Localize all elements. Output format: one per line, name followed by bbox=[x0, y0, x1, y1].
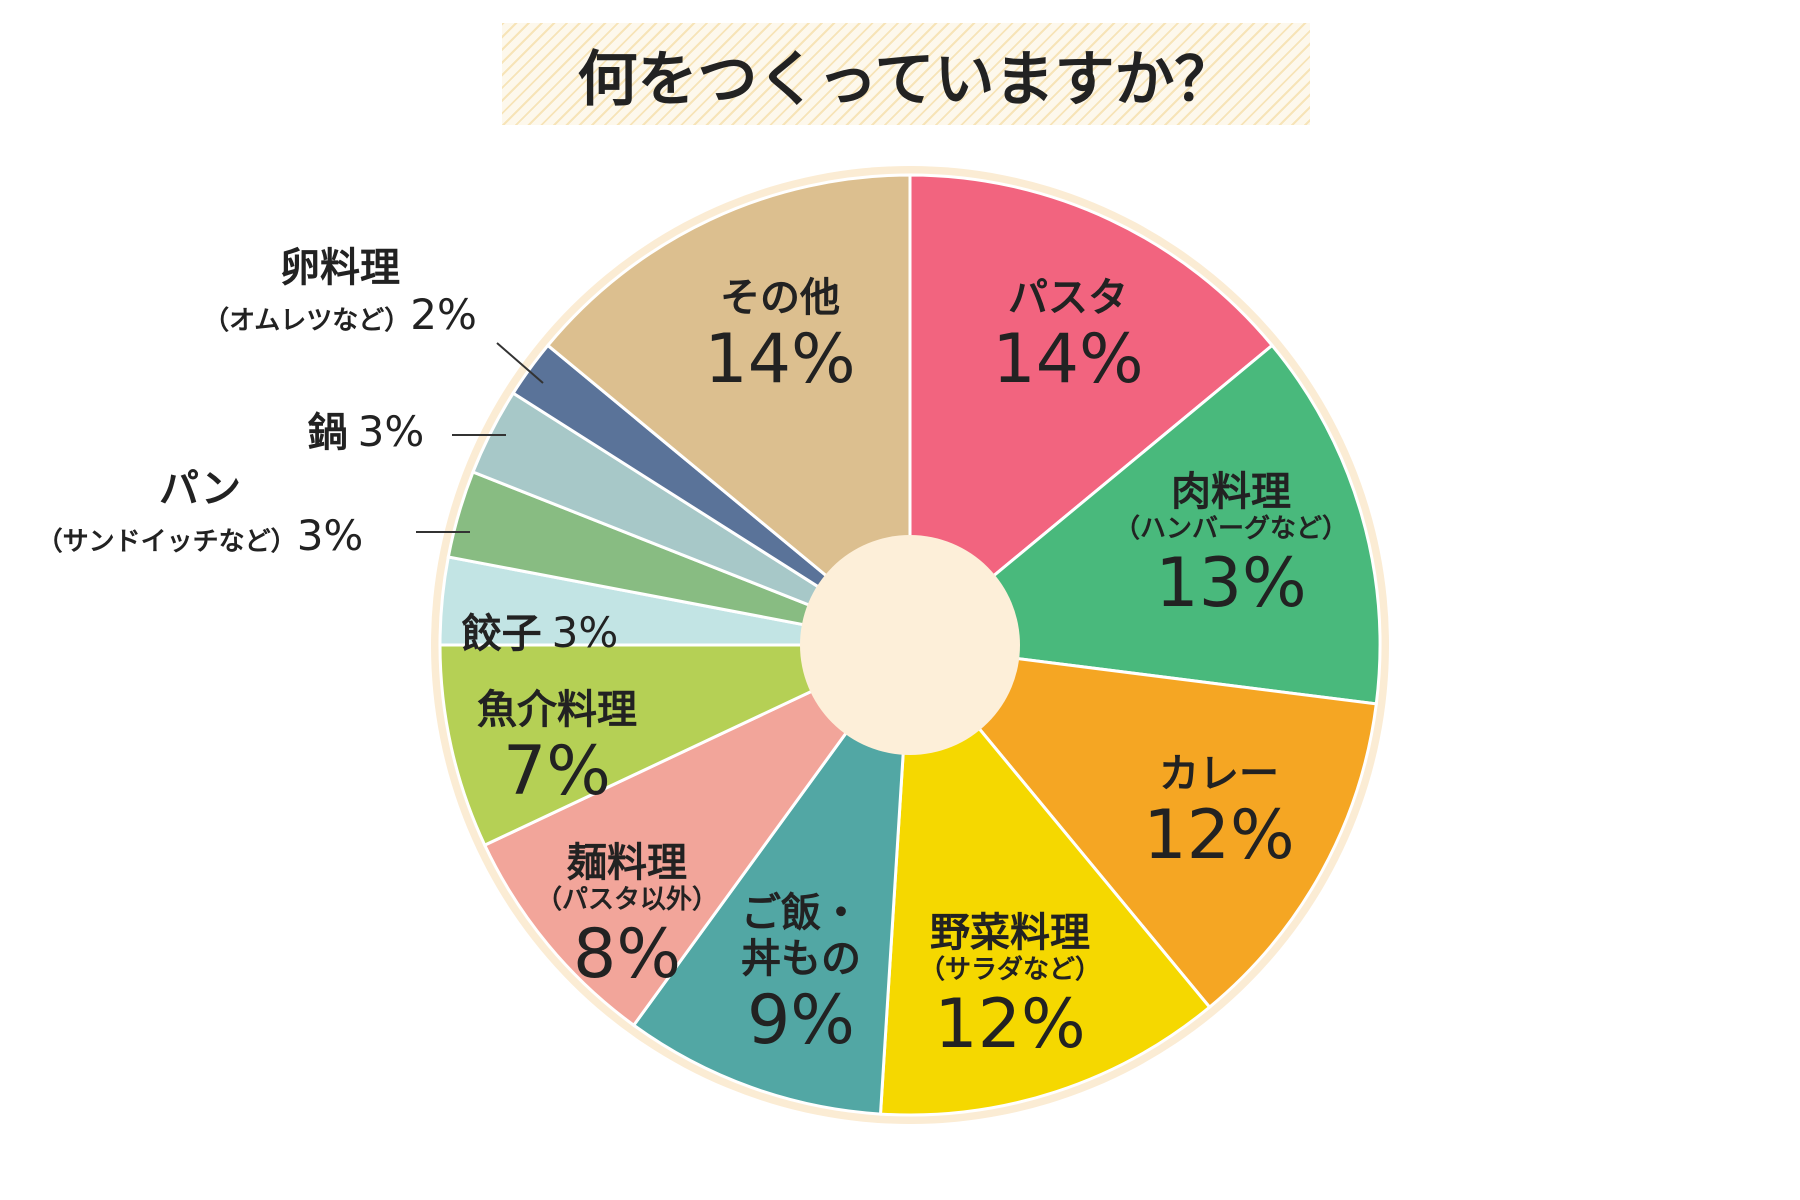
category-label: その他 bbox=[719, 274, 840, 321]
category-label: 肉料理 bbox=[1170, 468, 1291, 515]
value-label: 12% bbox=[1143, 795, 1295, 875]
category-label: 鍋 bbox=[307, 409, 348, 456]
value-label: 12% bbox=[934, 984, 1086, 1064]
chart-title: 何をつくっていますか？ bbox=[502, 23, 1310, 125]
slice-label: パン （サンドイッチなど）3% bbox=[37, 466, 364, 560]
slice-label: カレー 12% bbox=[1143, 751, 1294, 875]
category-label: 野菜料理 bbox=[929, 909, 1090, 956]
category-label: ご飯・ 丼もの bbox=[741, 889, 861, 982]
category-label: 麺料理 bbox=[566, 839, 687, 886]
value-label: 9% bbox=[747, 980, 855, 1060]
pie-slice bbox=[482, 643, 912, 1028]
slice-label: 餃子 3% bbox=[461, 607, 619, 657]
value-label: 3% bbox=[551, 607, 619, 657]
value-label: 8% bbox=[573, 914, 681, 994]
slice-label: 魚介料理 7% bbox=[477, 687, 637, 811]
category-label: 餃子 bbox=[461, 610, 542, 657]
slice-label: その他 14% bbox=[704, 275, 855, 399]
slice-label: ご飯・ 丼もの 9% bbox=[741, 890, 861, 1060]
label-row: （オムレツなど）2% bbox=[203, 289, 477, 339]
category-label: 卵料理 bbox=[280, 244, 400, 291]
pie-slice bbox=[906, 643, 1378, 1010]
value-label: 7% bbox=[503, 731, 611, 811]
value-label: 14% bbox=[992, 319, 1144, 399]
label-row: （サンドイッチなど）3% bbox=[36, 510, 364, 560]
value-label: 3% bbox=[357, 406, 425, 456]
category-label: カレー bbox=[1158, 750, 1279, 797]
slice-label: 野菜料理 （サラダなど） 12% bbox=[919, 910, 1101, 1064]
slice-label: パスタ 14% bbox=[992, 275, 1143, 399]
category-label: 魚介料理 bbox=[477, 686, 637, 733]
donut-hole bbox=[800, 535, 1020, 755]
slice-label: 麺料理 （パスタ以外） 8% bbox=[536, 840, 718, 994]
pie-slice bbox=[906, 343, 1382, 706]
slice-label: 肉料理 （ハンバーグなど） 13% bbox=[1114, 469, 1348, 623]
category-label: パスタ bbox=[1007, 274, 1128, 321]
leader-line bbox=[496, 342, 544, 384]
pie-slice bbox=[545, 173, 912, 649]
pie-slice bbox=[631, 639, 912, 1116]
pie-slice bbox=[908, 173, 1275, 649]
slice-label: 鍋 3% bbox=[307, 406, 425, 456]
value-label: 3% bbox=[296, 510, 364, 560]
value-label: 13% bbox=[1155, 543, 1307, 623]
value-label: 14% bbox=[704, 319, 856, 399]
pie-slice bbox=[878, 641, 1212, 1117]
subcategory-label: （オムレツなど） bbox=[203, 305, 411, 336]
slice-label: 卵料理 （オムレツなど）2% bbox=[203, 245, 477, 339]
subcategory-label: （サラダなど） bbox=[918, 954, 1102, 985]
subcategory-label: （ハンバーグなど） bbox=[1113, 513, 1349, 544]
subcategory-label: （パスタ以外） bbox=[535, 884, 719, 915]
subcategory-label: （サンドイッチなど） bbox=[36, 526, 297, 557]
pie-slice bbox=[438, 643, 911, 848]
category-label: パン bbox=[159, 465, 241, 512]
value-label: 2% bbox=[410, 289, 477, 339]
